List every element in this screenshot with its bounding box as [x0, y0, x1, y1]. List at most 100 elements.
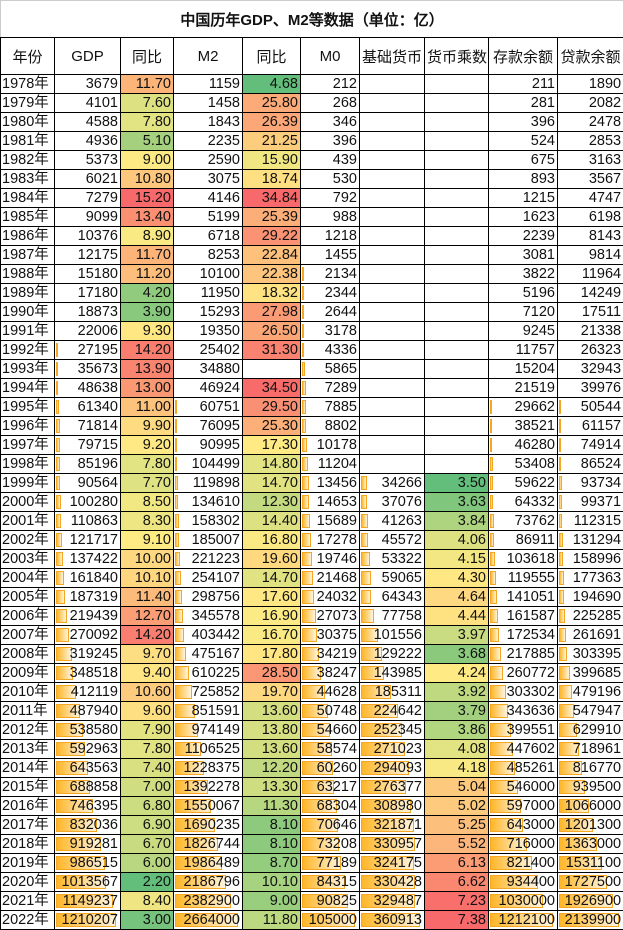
cell-base-money[interactable]: 329487 — [360, 892, 425, 911]
cell-deposits[interactable]: 64332 — [489, 493, 558, 512]
cell-gdp-yoy[interactable]: 7.90 — [121, 721, 174, 740]
cell-gdp-yoy[interactable]: 13.90 — [121, 360, 174, 379]
cell-m0[interactable]: 21468 — [301, 569, 360, 588]
cell-m2-yoy[interactable]: 15.90 — [243, 151, 301, 170]
cell-gdp[interactable]: 35673 — [55, 360, 121, 379]
cell-year[interactable]: 2000年 — [1, 493, 55, 512]
cell-gdp-yoy[interactable]: 7.80 — [121, 113, 174, 132]
cell-gdp[interactable]: 7279 — [55, 189, 121, 208]
cell-deposits[interactable]: 524 — [489, 132, 558, 151]
cell-money-multiplier[interactable]: 5.04 — [425, 778, 489, 797]
cell-base-money[interactable]: 59065 — [360, 569, 425, 588]
header-deposits[interactable]: 存款余额 — [489, 38, 558, 75]
cell-money-multiplier[interactable]: 4.64 — [425, 588, 489, 607]
cell-m0[interactable]: 212 — [301, 75, 360, 94]
cell-loans[interactable]: 2139900 — [558, 911, 623, 930]
cell-money-multiplier[interactable] — [425, 341, 489, 360]
cell-m2[interactable]: 104499 — [174, 455, 243, 474]
cell-m0[interactable]: 105000 — [301, 911, 360, 930]
cell-m0[interactable]: 7289 — [301, 379, 360, 398]
cell-gdp-yoy[interactable]: 6.90 — [121, 816, 174, 835]
cell-gdp[interactable]: 61340 — [55, 398, 121, 417]
cell-year[interactable]: 2004年 — [1, 569, 55, 588]
cell-money-multiplier[interactable] — [425, 265, 489, 284]
cell-m2[interactable]: 1986489 — [174, 854, 243, 873]
cell-m2-yoy[interactable]: 4.68 — [243, 75, 301, 94]
cell-loans[interactable]: 1926900 — [558, 892, 623, 911]
cell-m2[interactable]: 6718 — [174, 227, 243, 246]
cell-loans[interactable]: 261691 — [558, 626, 623, 645]
cell-m2-yoy[interactable]: 25.39 — [243, 208, 301, 227]
cell-m2[interactable]: 610225 — [174, 664, 243, 683]
cell-money-multiplier[interactable]: 4.30 — [425, 569, 489, 588]
cell-m2[interactable]: 1690235 — [174, 816, 243, 835]
cell-m2-yoy[interactable]: 13.30 — [243, 778, 301, 797]
cell-m0[interactable]: 2344 — [301, 284, 360, 303]
cell-base-money[interactable]: 252345 — [360, 721, 425, 740]
cell-deposits[interactable]: 597000 — [489, 797, 558, 816]
cell-base-money[interactable]: 101556 — [360, 626, 425, 645]
cell-m2[interactable]: 119898 — [174, 474, 243, 493]
cell-year[interactable]: 1990年 — [1, 303, 55, 322]
cell-m2[interactable]: 1159 — [174, 75, 243, 94]
cell-money-multiplier[interactable]: 5.02 — [425, 797, 489, 816]
cell-loans[interactable]: 50544 — [558, 398, 623, 417]
cell-money-multiplier[interactable]: 3.68 — [425, 645, 489, 664]
cell-base-money[interactable]: 360913 — [360, 911, 425, 930]
cell-gdp[interactable]: 187319 — [55, 588, 121, 607]
cell-deposits[interactable]: 1212100 — [489, 911, 558, 930]
cell-loans[interactable]: 225285 — [558, 607, 623, 626]
cell-m2-yoy[interactable]: 34.50 — [243, 379, 301, 398]
cell-gdp-yoy[interactable]: 9.60 — [121, 702, 174, 721]
cell-money-multiplier[interactable]: 4.18 — [425, 759, 489, 778]
cell-m0[interactable]: 4336 — [301, 341, 360, 360]
cell-year[interactable]: 1999年 — [1, 474, 55, 493]
cell-money-multiplier[interactable] — [425, 113, 489, 132]
cell-m0[interactable]: 8802 — [301, 417, 360, 436]
cell-base-money[interactable]: 143985 — [360, 664, 425, 683]
cell-money-multiplier[interactable] — [425, 360, 489, 379]
cell-deposits[interactable]: 1030000 — [489, 892, 558, 911]
cell-gdp[interactable]: 121717 — [55, 531, 121, 550]
cell-money-multiplier[interactable]: 4.15 — [425, 550, 489, 569]
cell-base-money[interactable]: 185311 — [360, 683, 425, 702]
cell-loans[interactable]: 2853 — [558, 132, 623, 151]
cell-gdp-yoy[interactable]: 11.70 — [121, 75, 174, 94]
cell-m2[interactable]: 974149 — [174, 721, 243, 740]
cell-gdp-yoy[interactable]: 11.40 — [121, 588, 174, 607]
cell-year[interactable]: 1986年 — [1, 227, 55, 246]
cell-base-money[interactable]: 53322 — [360, 550, 425, 569]
cell-gdp[interactable]: 79715 — [55, 436, 121, 455]
cell-m2[interactable]: 403442 — [174, 626, 243, 645]
cell-m2-yoy[interactable]: 19.70 — [243, 683, 301, 702]
cell-year[interactable]: 1995年 — [1, 398, 55, 417]
cell-gdp-yoy[interactable]: 3.00 — [121, 911, 174, 930]
cell-year[interactable]: 1996年 — [1, 417, 55, 436]
cell-deposits[interactable]: 485261 — [489, 759, 558, 778]
cell-base-money[interactable] — [360, 265, 425, 284]
cell-base-money[interactable] — [360, 170, 425, 189]
cell-deposits[interactable]: 38521 — [489, 417, 558, 436]
cell-m0[interactable]: 50748 — [301, 702, 360, 721]
cell-deposits[interactable]: 934400 — [489, 873, 558, 892]
cell-year[interactable]: 1980年 — [1, 113, 55, 132]
cell-loans[interactable]: 6198 — [558, 208, 623, 227]
cell-loans[interactable]: 131294 — [558, 531, 623, 550]
cell-m2-yoy[interactable]: 11.30 — [243, 797, 301, 816]
cell-year[interactable]: 2019年 — [1, 854, 55, 873]
cell-deposits[interactable]: 217885 — [489, 645, 558, 664]
cell-gdp[interactable]: 319245 — [55, 645, 121, 664]
cell-money-multiplier[interactable]: 4.44 — [425, 607, 489, 626]
cell-gdp-yoy[interactable]: 4.20 — [121, 284, 174, 303]
cell-gdp-yoy[interactable]: 9.20 — [121, 436, 174, 455]
cell-money-multiplier[interactable] — [425, 322, 489, 341]
cell-m2[interactable]: 1228375 — [174, 759, 243, 778]
cell-m0[interactable]: 38247 — [301, 664, 360, 683]
cell-year[interactable]: 2007年 — [1, 626, 55, 645]
cell-year[interactable]: 1979年 — [1, 94, 55, 113]
cell-deposits[interactable]: 1215 — [489, 189, 558, 208]
cell-loans[interactable]: 61157 — [558, 417, 623, 436]
cell-year[interactable]: 1984年 — [1, 189, 55, 208]
cell-gdp-yoy[interactable]: 14.20 — [121, 341, 174, 360]
cell-m0[interactable]: 346 — [301, 113, 360, 132]
